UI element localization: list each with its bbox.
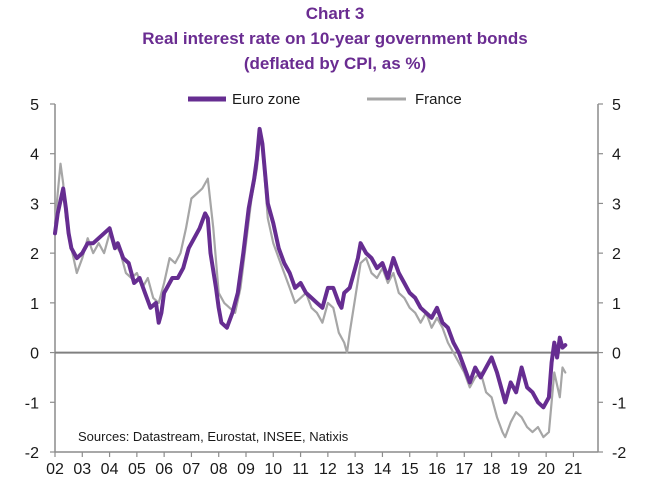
x-tick-label: 06: [155, 461, 173, 478]
x-tick-label: 13: [346, 461, 364, 478]
x-tick-label: 09: [237, 461, 255, 478]
y-tick-label-left: -1: [25, 395, 39, 412]
chart-title: Chart 3: [305, 4, 365, 23]
legend-label-euro-zone: Euro zone: [232, 91, 300, 108]
source-note: Sources: Datastream, Eurostat, INSEE, Na…: [78, 429, 349, 444]
y-tick-label-left: 2: [30, 246, 39, 263]
y-tick-label-left: 1: [30, 296, 39, 313]
y-tick-label-right: 1: [612, 296, 621, 313]
x-tick-label: 02: [46, 461, 64, 478]
y-tick-label-left: 4: [30, 147, 39, 164]
x-tick-label: 07: [183, 461, 201, 478]
y-tick-label-right: -2: [612, 445, 626, 462]
chart-subtitle-units: (deflated by CPI, as %): [243, 54, 427, 73]
x-tick-label: 11: [292, 461, 309, 478]
axes-layer: 5 54 43 32 21 10 0-1 -1-2 -202 03 04 05 06 07 08 09 10 11…: [25, 97, 627, 478]
chart-subtitle: Real interest rate on 10-year government…: [142, 29, 528, 48]
x-tick-label: 03: [73, 461, 91, 478]
y-tick-label-left: 0: [30, 346, 39, 363]
y-tick-label-right: 4: [612, 147, 621, 164]
x-tick-label: 14: [374, 461, 392, 478]
x-tick-label: 16: [428, 461, 446, 478]
x-tick-label: 19: [510, 461, 528, 478]
y-tick-label-right: -1: [612, 395, 626, 412]
x-tick-label: 18: [483, 461, 501, 478]
x-tick-label: 04: [101, 461, 119, 478]
y-tick-label-right: 0: [612, 346, 621, 363]
y-tick-label-left: 5: [30, 97, 39, 114]
y-tick-label-right: 3: [612, 196, 621, 213]
series-layer: [53, 126, 568, 439]
x-tick-label: 17: [455, 461, 473, 478]
y-tick-label-right: 5: [612, 97, 621, 114]
series-line-euro-zone: [53, 126, 568, 410]
x-tick-label: 12: [319, 461, 337, 478]
x-tick-label: 05: [128, 461, 146, 478]
series-line-france: [53, 137, 567, 439]
x-tick-label: 20: [537, 461, 555, 478]
y-tick-label-left: 3: [30, 196, 39, 213]
y-tick-label-left: -2: [25, 445, 39, 462]
x-tick-label: 10: [264, 461, 282, 478]
x-tick-label: 15: [401, 461, 419, 478]
y-tick-label-right: 2: [612, 246, 621, 263]
x-tick-label: 08: [210, 461, 228, 478]
legend: Euro zone France: [188, 91, 462, 108]
legend-label-france: France: [415, 91, 462, 108]
x-tick-label: 21: [565, 461, 583, 478]
